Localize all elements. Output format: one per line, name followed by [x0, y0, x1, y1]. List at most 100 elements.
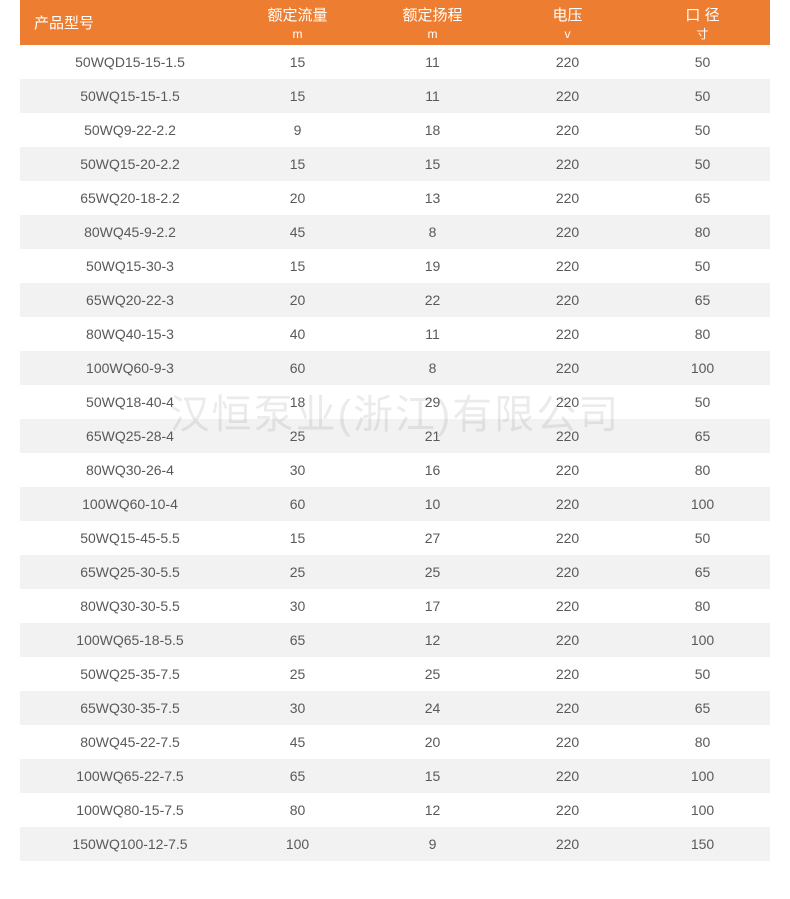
table-cell: 25	[365, 555, 500, 589]
table-cell: 24	[365, 691, 500, 725]
table-cell: 220	[500, 623, 635, 657]
table-cell: 220	[500, 113, 635, 147]
table-row: 50WQ15-30-3151922050	[20, 249, 770, 283]
table-cell: 15	[230, 79, 365, 113]
col-header-model-label: 产品型号	[34, 15, 94, 32]
table-cell: 12	[365, 793, 500, 827]
table-cell: 11	[365, 45, 500, 79]
table-row: 50WQ18-40-4182922050	[20, 385, 770, 419]
table-cell: 65	[635, 419, 770, 453]
table-cell: 220	[500, 555, 635, 589]
table-cell: 18	[365, 113, 500, 147]
table-cell: 60	[230, 351, 365, 385]
table-cell: 50WQ15-45-5.5	[20, 521, 230, 555]
table-row: 100WQ65-22-7.56515220100	[20, 759, 770, 793]
table-cell: 65	[230, 623, 365, 657]
table-cell: 20	[230, 181, 365, 215]
table-cell: 25	[230, 555, 365, 589]
col-header-caliber: 口 径 寸	[635, 0, 770, 45]
table-cell: 50	[635, 657, 770, 691]
table-cell: 19	[365, 249, 500, 283]
table-cell: 220	[500, 487, 635, 521]
table-row: 50WQD15-15-1.5151122050	[20, 45, 770, 79]
table-cell: 25	[365, 657, 500, 691]
table-cell: 220	[500, 45, 635, 79]
table-cell: 8	[365, 215, 500, 249]
table-row: 100WQ60-9-3608220100	[20, 351, 770, 385]
table-cell: 220	[500, 283, 635, 317]
table-cell: 80	[635, 589, 770, 623]
table-cell: 15	[230, 147, 365, 181]
table-cell: 80	[635, 317, 770, 351]
table-cell: 50	[635, 45, 770, 79]
table-cell: 20	[365, 725, 500, 759]
table-cell: 220	[500, 793, 635, 827]
table-cell: 50WQ15-30-3	[20, 249, 230, 283]
col-header-head: 额定扬程 m	[365, 0, 500, 45]
table-cell: 100	[635, 487, 770, 521]
table-cell: 220	[500, 317, 635, 351]
table-cell: 50WQ15-15-1.5	[20, 79, 230, 113]
table-cell: 80	[635, 725, 770, 759]
table-cell: 50	[635, 521, 770, 555]
table-cell: 30	[230, 691, 365, 725]
table-cell: 45	[230, 215, 365, 249]
table-cell: 8	[365, 351, 500, 385]
table-cell: 65	[635, 283, 770, 317]
table-cell: 220	[500, 657, 635, 691]
table-cell: 50	[635, 113, 770, 147]
col-header-voltage: 电压 v	[500, 0, 635, 45]
table-row: 80WQ40-15-3401122080	[20, 317, 770, 351]
table-row: 65WQ25-28-4252122065	[20, 419, 770, 453]
table-row: 100WQ80-15-7.58012220100	[20, 793, 770, 827]
col-header-flow-label: 额定流量	[267, 7, 327, 24]
table-row: 150WQ100-12-7.51009220150	[20, 827, 770, 861]
table-cell: 17	[365, 589, 500, 623]
table-cell: 220	[500, 589, 635, 623]
table-cell: 16	[365, 453, 500, 487]
table-cell: 100WQ60-10-4	[20, 487, 230, 521]
table-row: 65WQ20-22-3202222065	[20, 283, 770, 317]
table-row: 50WQ15-15-1.5151122050	[20, 79, 770, 113]
table-cell: 65	[230, 759, 365, 793]
table-cell: 80WQ30-30-5.5	[20, 589, 230, 623]
table-cell: 100WQ60-9-3	[20, 351, 230, 385]
table-cell: 220	[500, 181, 635, 215]
table-row: 50WQ9-22-2.291822050	[20, 113, 770, 147]
table-cell: 220	[500, 725, 635, 759]
col-header-voltage-label: 电压	[552, 7, 582, 24]
table-cell: 50WQD15-15-1.5	[20, 45, 230, 79]
table-cell: 50WQ18-40-4	[20, 385, 230, 419]
col-header-caliber-label: 口 径	[685, 7, 719, 24]
table-cell: 100	[635, 759, 770, 793]
table-cell: 220	[500, 385, 635, 419]
col-header-head-label: 额定扬程	[402, 7, 462, 24]
table-row: 65WQ30-35-7.5302422065	[20, 691, 770, 725]
table-cell: 65WQ30-35-7.5	[20, 691, 230, 725]
table-cell: 80WQ40-15-3	[20, 317, 230, 351]
table-row: 50WQ15-20-2.2151522050	[20, 147, 770, 181]
table-cell: 220	[500, 249, 635, 283]
table-row: 80WQ45-22-7.5452022080	[20, 725, 770, 759]
table-cell: 65	[635, 691, 770, 725]
table-cell: 80	[230, 793, 365, 827]
table-cell: 50	[635, 147, 770, 181]
table-cell: 29	[365, 385, 500, 419]
table-cell: 65	[635, 181, 770, 215]
table-cell: 30	[230, 453, 365, 487]
table-cell: 50	[635, 385, 770, 419]
table-cell: 220	[500, 419, 635, 453]
table-cell: 21	[365, 419, 500, 453]
table-cell: 220	[500, 79, 635, 113]
table-cell: 65WQ20-18-2.2	[20, 181, 230, 215]
table-cell: 80	[635, 453, 770, 487]
table-cell: 9	[365, 827, 500, 861]
table-cell: 80WQ45-9-2.2	[20, 215, 230, 249]
table-row: 50WQ15-45-5.5152722050	[20, 521, 770, 555]
table-cell: 80	[635, 215, 770, 249]
table-cell: 25	[230, 657, 365, 691]
table-cell: 100WQ65-22-7.5	[20, 759, 230, 793]
table-cell: 60	[230, 487, 365, 521]
table-cell: 45	[230, 725, 365, 759]
table-cell: 13	[365, 181, 500, 215]
